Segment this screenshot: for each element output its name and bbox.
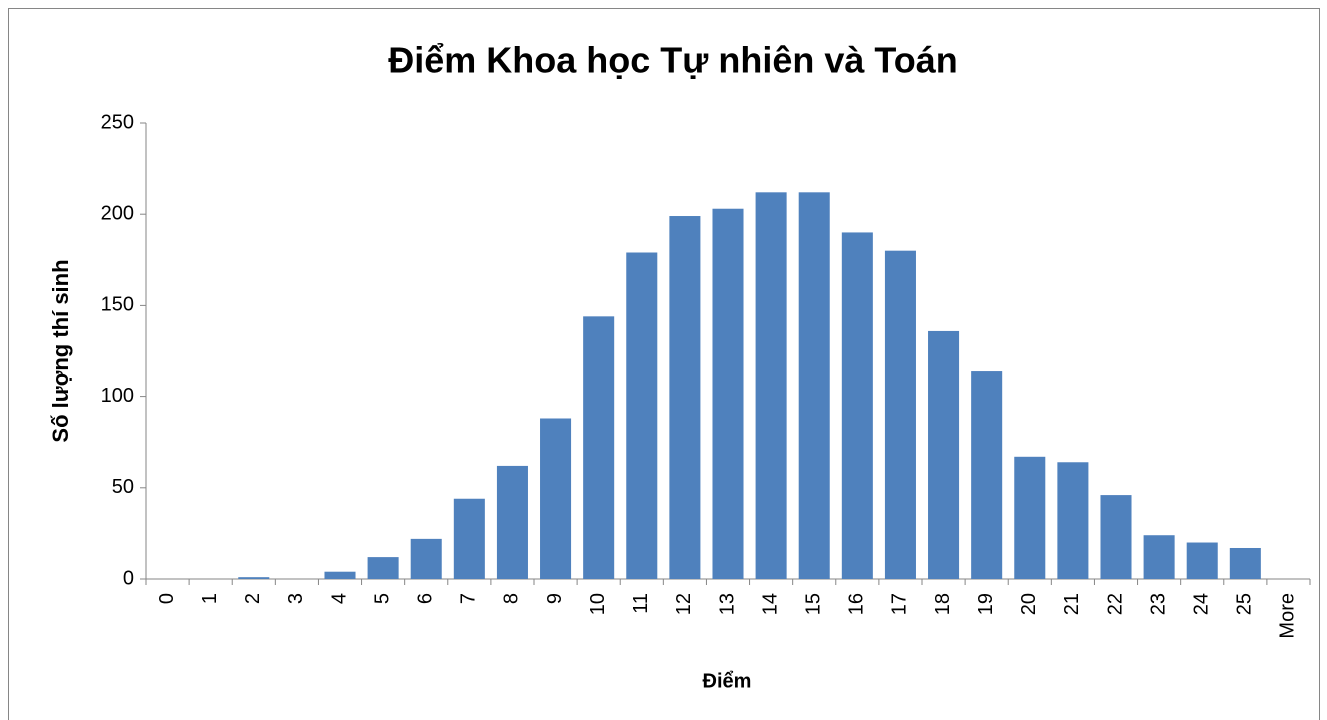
x-tick-label: 21 — [1061, 593, 1083, 615]
bar — [238, 577, 270, 579]
bar — [884, 250, 916, 579]
bar — [540, 418, 572, 579]
bar — [669, 216, 701, 580]
y-tick-label: 200 — [101, 202, 134, 224]
x-tick-label: 23 — [1147, 593, 1169, 615]
x-tick-label: 4 — [328, 593, 350, 604]
x-tick-label: 1 — [199, 593, 221, 604]
x-tick-label: 22 — [1104, 593, 1126, 615]
x-tick-label: 25 — [1234, 593, 1256, 615]
chart-border — [8, 8, 1320, 720]
x-tick-label: 12 — [673, 593, 695, 615]
bar — [755, 192, 787, 579]
x-tick-label: 15 — [803, 593, 825, 615]
x-tick-label: 3 — [285, 593, 307, 604]
x-tick-label: 13 — [716, 593, 738, 615]
x-tick-label: 24 — [1191, 593, 1213, 615]
bar — [453, 498, 485, 579]
bar — [1143, 535, 1175, 579]
x-tick-label: 7 — [458, 593, 480, 604]
bar — [410, 538, 442, 579]
bar — [1186, 542, 1218, 579]
y-tick-label: 150 — [101, 294, 134, 316]
bar — [712, 208, 744, 579]
x-tick-label: 8 — [501, 593, 523, 604]
x-tick-label: 20 — [1018, 593, 1040, 615]
bar — [1014, 456, 1046, 579]
x-tick-label: More — [1277, 593, 1299, 639]
y-axis-label: Số lượng thí sinh — [48, 259, 73, 442]
x-tick-label: 18 — [932, 593, 954, 615]
bar — [1057, 462, 1089, 579]
bar — [798, 192, 830, 579]
bar — [1100, 495, 1132, 579]
bar — [496, 465, 528, 579]
bar — [583, 316, 615, 579]
bar — [971, 371, 1003, 579]
x-tick-label: 5 — [371, 593, 393, 604]
bar — [324, 571, 356, 579]
x-tick-label: 10 — [587, 593, 609, 615]
bar — [928, 330, 960, 579]
y-tick-label: 50 — [112, 476, 134, 498]
bar — [626, 252, 658, 579]
bar — [367, 557, 399, 579]
x-tick-label: 9 — [544, 593, 566, 604]
x-tick-label: 14 — [759, 593, 781, 615]
x-tick-label: 16 — [846, 593, 868, 615]
x-axis-label: Điểm — [703, 670, 752, 692]
x-tick-label: 19 — [975, 593, 997, 615]
x-tick-label: 0 — [156, 593, 178, 604]
x-tick-label: 17 — [889, 593, 911, 615]
y-tick-label: 100 — [101, 385, 134, 407]
bar — [1229, 547, 1261, 579]
x-tick-label: 6 — [415, 593, 437, 604]
x-tick-label: 11 — [630, 593, 652, 614]
bar — [841, 232, 873, 579]
y-tick-label: 0 — [123, 567, 134, 589]
chart-title: Điểm Khoa học Tự nhiên và Toán — [388, 40, 957, 81]
y-tick-label: 250 — [101, 111, 134, 133]
x-tick-label: 2 — [242, 593, 264, 604]
